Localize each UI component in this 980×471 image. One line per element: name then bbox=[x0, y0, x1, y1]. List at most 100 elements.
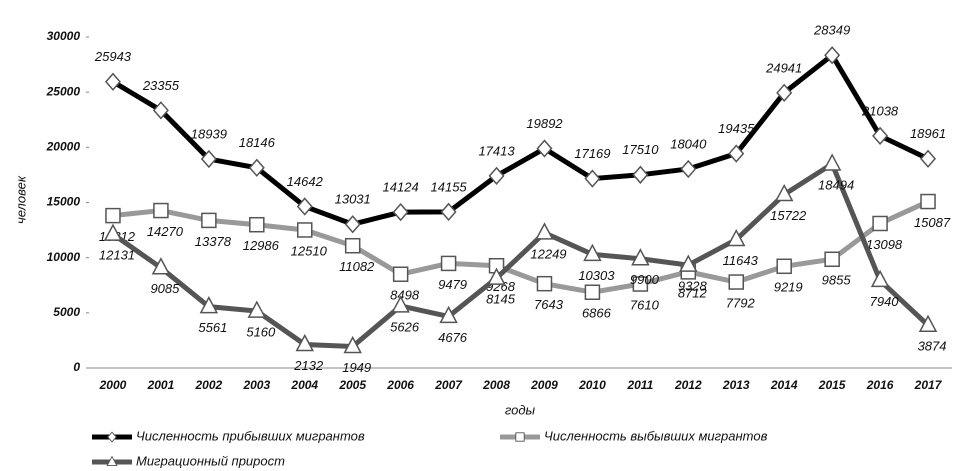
x-tick-label: 2008 bbox=[482, 378, 510, 392]
data-label: 21038 bbox=[861, 103, 899, 118]
series-line bbox=[112, 199, 930, 295]
data-label: 17169 bbox=[574, 146, 610, 161]
data-label: 17510 bbox=[622, 142, 659, 157]
marker bbox=[824, 251, 840, 268]
marker bbox=[727, 228, 746, 247]
marker bbox=[728, 274, 744, 290]
marker bbox=[296, 197, 313, 216]
marker bbox=[822, 153, 842, 171]
data-label: 19892 bbox=[526, 116, 563, 131]
y-tick-label: 20000 bbox=[46, 140, 81, 154]
data-label: 19435 bbox=[718, 121, 755, 136]
data-label: 6866 bbox=[582, 306, 612, 321]
data-label: 15087 bbox=[914, 215, 951, 230]
x-tick-label: 2014 bbox=[770, 378, 798, 392]
marker bbox=[297, 222, 313, 238]
legend-item: Миграционный прирост bbox=[92, 453, 285, 468]
data-label: 9219 bbox=[774, 280, 803, 295]
data-label: 7792 bbox=[726, 295, 756, 310]
data-label: 13031 bbox=[335, 192, 371, 207]
x-tick-label: 2004 bbox=[290, 378, 318, 392]
marker bbox=[487, 267, 506, 285]
data-label: 24941 bbox=[765, 60, 802, 75]
y-tick-label: 15000 bbox=[47, 195, 81, 209]
data-label: 9900 bbox=[630, 272, 660, 287]
data-label: 25943 bbox=[94, 49, 132, 64]
marker bbox=[824, 46, 841, 65]
x-tick-label: 2009 bbox=[530, 378, 558, 392]
marker bbox=[536, 275, 553, 292]
marker bbox=[104, 72, 121, 91]
data-label: 14642 bbox=[287, 174, 324, 189]
data-label: 18494 bbox=[818, 177, 854, 192]
data-label: 12131 bbox=[99, 248, 135, 263]
data-label: 1949 bbox=[342, 360, 371, 375]
marker bbox=[536, 139, 553, 158]
marker bbox=[153, 202, 169, 219]
data-label: 11643 bbox=[723, 253, 759, 268]
x-tick-label: 2001 bbox=[147, 378, 175, 392]
data-label: 7610 bbox=[630, 297, 660, 312]
x-tick-label: 2002 bbox=[195, 378, 223, 392]
marker bbox=[632, 276, 649, 292]
marker bbox=[918, 314, 938, 333]
legend-item: Численность выбывших мигрантов bbox=[500, 428, 768, 443]
marker bbox=[774, 183, 794, 202]
marker bbox=[295, 333, 314, 352]
marker bbox=[584, 169, 601, 188]
marker bbox=[776, 83, 793, 102]
data-label: 7940 bbox=[870, 294, 900, 309]
y-tick-label: 5000 bbox=[53, 305, 80, 319]
marker bbox=[872, 126, 889, 146]
marker bbox=[872, 215, 888, 232]
x-tick-label: 2013 bbox=[722, 378, 750, 392]
x-tick-label: 2010 bbox=[578, 378, 606, 392]
marker bbox=[199, 296, 219, 314]
data-label: 23355 bbox=[142, 78, 180, 93]
data-label: 8712 bbox=[678, 285, 708, 300]
data-label: 3874 bbox=[918, 339, 947, 354]
y-tick-label: 10000 bbox=[47, 250, 81, 264]
marker bbox=[439, 305, 458, 324]
marker bbox=[152, 101, 169, 120]
marker bbox=[440, 255, 457, 272]
x-tick-label: 2011 bbox=[626, 378, 653, 392]
data-label: 9085 bbox=[150, 281, 180, 296]
marker bbox=[107, 431, 117, 443]
data-label: 4676 bbox=[438, 330, 468, 345]
x-tick-label: 2000 bbox=[99, 378, 127, 392]
y-tick-label: 25000 bbox=[46, 84, 81, 98]
data-label: 13098 bbox=[866, 237, 903, 252]
data-label: 9479 bbox=[438, 277, 467, 292]
series-line bbox=[111, 51, 930, 227]
marker bbox=[106, 455, 118, 467]
data-label: 18961 bbox=[910, 126, 946, 141]
data-label: 17413 bbox=[478, 143, 515, 158]
marker bbox=[679, 254, 698, 272]
legend-label: Миграционный прирост bbox=[136, 453, 285, 468]
x-tick-label: 2012 bbox=[674, 378, 702, 392]
marker bbox=[535, 222, 554, 240]
marker bbox=[515, 432, 525, 442]
marker bbox=[583, 243, 602, 262]
x-tick-label: 2006 bbox=[386, 378, 414, 392]
data-label: 12249 bbox=[530, 246, 566, 261]
marker bbox=[344, 237, 361, 254]
x-axis-label: годы bbox=[505, 402, 536, 417]
y-tick-label: 30000 bbox=[47, 29, 81, 43]
marker bbox=[344, 215, 361, 234]
marker bbox=[488, 166, 505, 186]
marker bbox=[870, 269, 890, 288]
legend-item: Численность прибывших мигрантов bbox=[92, 428, 365, 443]
marker bbox=[631, 248, 650, 266]
data-label: 5561 bbox=[198, 320, 227, 335]
data-label: 15722 bbox=[770, 208, 807, 223]
x-tick-label: 2015 bbox=[818, 378, 846, 392]
marker bbox=[920, 193, 936, 210]
data-label: 9328 bbox=[678, 279, 708, 294]
legend-label: Численность выбывших мигрантов bbox=[544, 428, 768, 443]
data-label: 14155 bbox=[431, 179, 468, 194]
data-label: 18939 bbox=[191, 126, 227, 141]
marker bbox=[247, 300, 267, 318]
series-line bbox=[111, 160, 930, 350]
